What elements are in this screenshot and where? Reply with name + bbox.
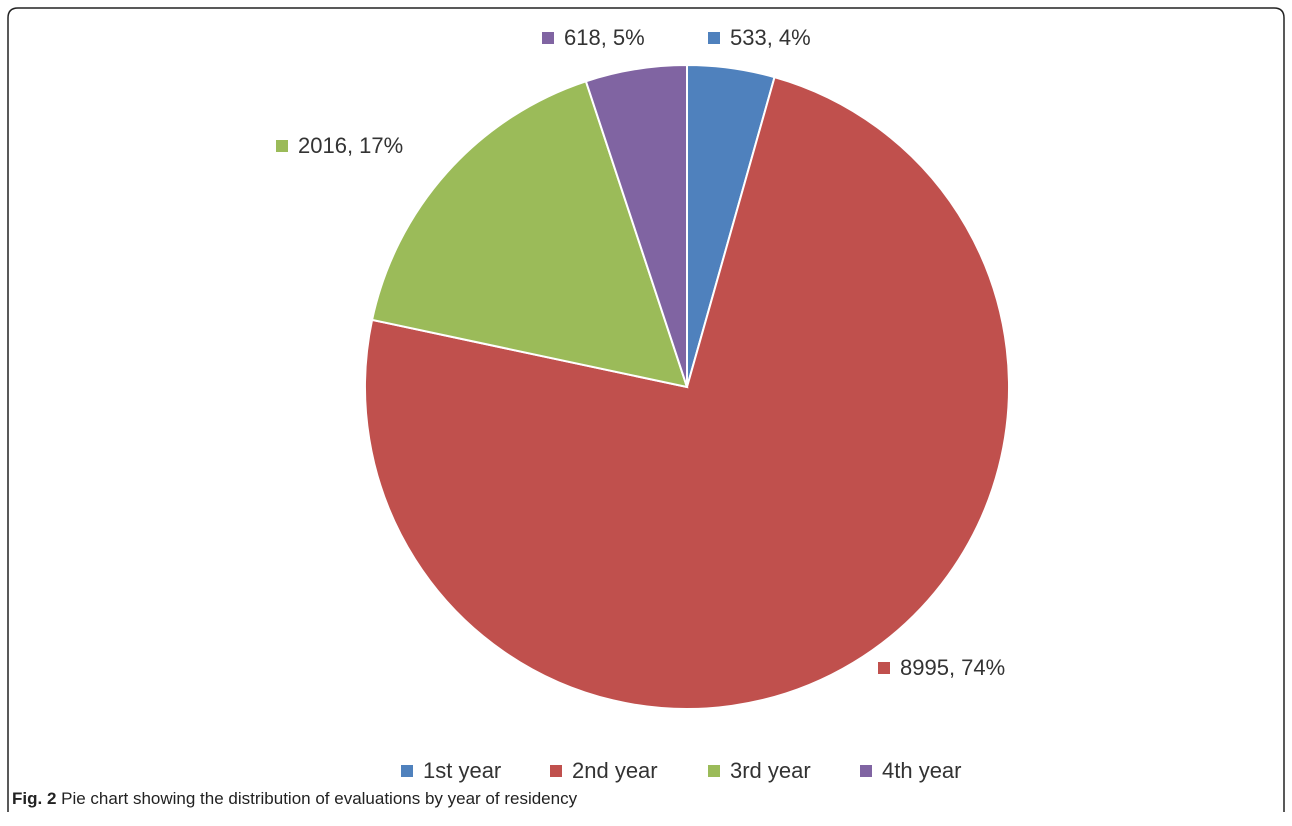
pie-slice	[584, 63, 688, 388]
legend-key	[550, 765, 562, 777]
label-key	[708, 32, 720, 44]
caption: Fig. 2 Pie chart showing the distributio…	[12, 789, 578, 808]
label-key	[276, 140, 288, 152]
data-label: 2016, 17%	[298, 133, 403, 158]
data-label: 533, 4%	[730, 25, 811, 50]
data-label: 618, 5%	[564, 25, 645, 50]
frame	[7, 7, 1285, 812]
caption-text: Pie chart showing the distribution of ev…	[61, 789, 577, 808]
legend-label: 1st year	[423, 758, 501, 783]
legend-key	[401, 765, 413, 777]
legend-key	[708, 765, 720, 777]
data-label: 8995, 74%	[900, 655, 1005, 680]
legend-key	[860, 765, 872, 777]
legend-label: 4th year	[882, 758, 962, 783]
label-key	[878, 662, 890, 674]
pie-slice	[364, 75, 1010, 710]
caption-label: Fig. 2	[12, 789, 56, 808]
label-key	[542, 32, 554, 44]
legend-label: 3rd year	[730, 758, 811, 783]
legend-label: 2nd year	[572, 758, 658, 783]
pie-slice	[370, 80, 689, 389]
